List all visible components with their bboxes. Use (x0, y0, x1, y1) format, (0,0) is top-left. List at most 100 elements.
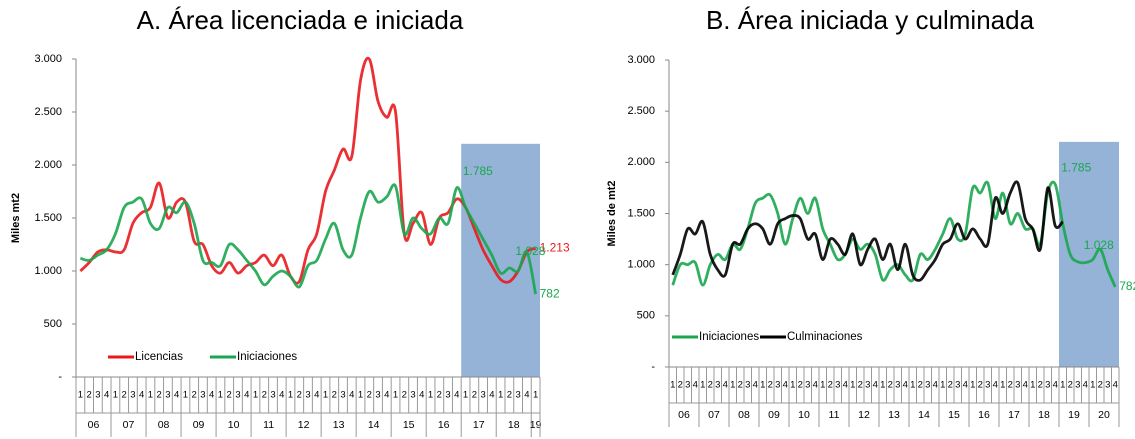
y-tick-label: 500 (637, 310, 655, 322)
x-group-label: 17 (473, 419, 485, 431)
x-tick-label: 3 (1045, 380, 1050, 391)
x-tick-label: 2 (798, 380, 803, 391)
x-tick-label: 2 (978, 380, 983, 391)
x-tick-label: 3 (985, 380, 990, 391)
x-tick-label: 2 (402, 390, 407, 401)
x-group-label: 13 (888, 409, 900, 421)
x-tick-label: 3 (895, 380, 900, 391)
series-line (79, 56, 537, 285)
x-tick-label: 3 (305, 390, 310, 401)
y-tick-label: 1.500 (34, 212, 62, 224)
x-tick-label: 1 (850, 380, 855, 391)
x-group-label: 18 (1038, 409, 1050, 421)
x-tick-label: 1 (148, 390, 153, 401)
y-tick-label: 500 (44, 318, 62, 330)
legend-label: Licencias (135, 351, 183, 363)
x-tick-label: 3 (1075, 380, 1080, 391)
x-tick-label: 2 (888, 380, 893, 391)
x-tick-label: 3 (1105, 380, 1110, 391)
x-tick-label: 4 (524, 390, 529, 401)
y-axis-title: Miles mt2 (10, 193, 22, 243)
x-tick-label: 1 (1060, 380, 1065, 391)
x-tick-label: 3 (130, 390, 135, 401)
x-tick-label: 2 (1008, 380, 1013, 391)
x-tick-label: 3 (410, 390, 415, 401)
x-tick-label: 4 (139, 390, 144, 401)
x-tick-label: 1 (940, 380, 945, 391)
x-tick-label: 1 (533, 390, 538, 401)
x-tick-label: 4 (174, 390, 179, 401)
x-tick-label: 4 (104, 390, 109, 401)
x-tick-label: 3 (375, 390, 380, 401)
value-label: 1.028 (1084, 238, 1114, 252)
x-tick-label: 4 (209, 390, 214, 401)
x-tick-label: 3 (515, 390, 520, 401)
chart-title: B. Área iniciada y culminada (706, 5, 1035, 35)
x-tick-label: 1 (970, 380, 975, 391)
x-tick-label: 1 (1030, 380, 1035, 391)
x-tick-label: 1 (428, 390, 433, 401)
x-tick-label: 3 (775, 380, 780, 391)
x-tick-label: 2 (1038, 380, 1043, 391)
x-group-label: 16 (978, 409, 990, 421)
series-line (671, 180, 1117, 288)
x-tick-label: 3 (270, 390, 275, 401)
x-tick-label: 1 (463, 390, 468, 401)
x-group-label: 10 (798, 409, 810, 421)
x-tick-label: 2 (678, 380, 683, 391)
x-tick-label: 1 (1090, 380, 1095, 391)
x-tick-label: 2 (227, 390, 232, 401)
x-tick-label: 4 (244, 390, 249, 401)
x-tick-label: 4 (489, 390, 494, 401)
x-group-label: 14 (368, 419, 380, 431)
x-group-label: 12 (858, 409, 870, 421)
legend-label: Iniciaciones (699, 331, 759, 343)
x-group-label: 09 (193, 419, 205, 431)
x-tick-label: 2 (472, 390, 477, 401)
x-tick-label: 1 (253, 390, 258, 401)
x-group-label: 06 (88, 419, 100, 431)
x-tick-label: 1 (670, 380, 675, 391)
y-tick-label: 2.500 (34, 106, 62, 118)
x-tick-label: 4 (349, 390, 354, 401)
x-tick-label: 2 (708, 380, 713, 391)
value-label: 1.785 (463, 164, 493, 178)
x-tick-label: 4 (419, 390, 424, 401)
x-tick-label: 2 (192, 390, 197, 401)
x-group-label: 11 (829, 409, 840, 421)
x-tick-label: 1 (183, 390, 188, 401)
x-tick-label: 2 (122, 390, 127, 401)
series-line (79, 183, 537, 295)
x-tick-label: 3 (1015, 380, 1020, 391)
x-tick-label: 4 (783, 380, 788, 391)
x-tick-label: 1 (730, 380, 735, 391)
x-tick-label: 3 (835, 380, 840, 391)
x-tick-label: 4 (1083, 380, 1088, 391)
x-tick-label: 3 (235, 390, 240, 401)
x-tick-label: 4 (314, 390, 319, 401)
x-tick-label: 2 (262, 390, 267, 401)
x-tick-label: 2 (157, 390, 162, 401)
x-group-label: 08 (158, 419, 170, 431)
x-tick-label: 2 (1068, 380, 1073, 391)
x-tick-label: 3 (925, 380, 930, 391)
x-group-label: 16 (438, 419, 450, 431)
chart-title: A. Área licenciada e iniciada (137, 5, 464, 35)
x-tick-label: 4 (1113, 380, 1118, 391)
x-group-label: 15 (948, 409, 960, 421)
x-tick-label: 4 (1023, 380, 1028, 391)
y-tick-label: 1.500 (627, 207, 655, 219)
x-group-label: 20 (1098, 409, 1110, 421)
x-tick-label: 4 (933, 380, 938, 391)
y-tick-label: 3.000 (627, 54, 655, 66)
x-group-label: 10 (228, 419, 240, 431)
x-tick-label: 4 (1053, 380, 1058, 391)
highlight-band (461, 143, 540, 377)
y-tick-label: 2.000 (34, 159, 62, 171)
x-tick-label: 2 (367, 390, 372, 401)
x-tick-label: 3 (805, 380, 810, 391)
x-tick-label: 3 (340, 390, 345, 401)
x-group-label: 19 (1068, 409, 1080, 421)
x-tick-label: 2 (918, 380, 923, 391)
x-group-label: 14 (918, 409, 930, 421)
